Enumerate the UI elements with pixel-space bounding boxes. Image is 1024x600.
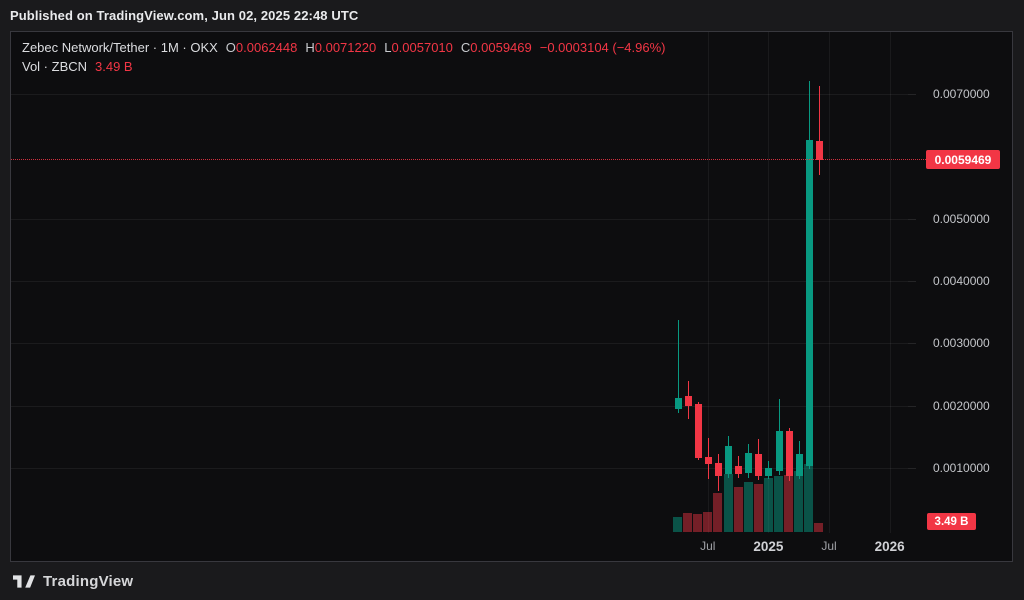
volume-label: Vol · ZBCN	[22, 59, 88, 74]
grid-line-h	[11, 94, 908, 95]
grid-line-v	[708, 32, 709, 533]
price-tick-label: 0.0020000	[933, 398, 990, 413]
volume-bar	[673, 517, 682, 532]
volume-bar	[753, 484, 763, 532]
change-value: −0.0003104 (−4.96%)	[539, 40, 666, 55]
footer-bar: TradingView	[0, 562, 1024, 600]
volume-bar	[814, 522, 824, 532]
candle-body	[775, 431, 783, 471]
price-axis-tick	[908, 280, 916, 282]
candle-body	[795, 454, 803, 476]
price-axis-tick	[908, 218, 916, 220]
volume-bar	[723, 473, 733, 532]
candle-body	[704, 457, 712, 465]
candle-body	[714, 462, 722, 476]
volume-bar	[804, 463, 814, 532]
price-pane[interactable]	[11, 32, 1012, 561]
price-axis-tick	[908, 405, 916, 407]
candle-body	[694, 404, 702, 458]
ohlc-letter: L	[384, 40, 392, 55]
volume-bar	[774, 476, 783, 532]
candle-body	[724, 445, 732, 475]
last-volume-badge: 3.49 B	[927, 513, 976, 530]
grid-line-h	[11, 218, 908, 220]
candle-body	[754, 454, 762, 476]
price-axis-tick	[908, 467, 916, 469]
tradingview-logo-icon	[13, 574, 35, 588]
chart-panel: Zebec Network/Tether · 1M · OKX O0.00624…	[10, 31, 1013, 562]
last-price-badge: 0.0059469	[926, 150, 1000, 169]
ohlc-values: O0.0062448 H0.0071220 L0.0057010 C0.0059469	[218, 38, 532, 57]
price-tick-label: 0.0030000	[933, 336, 990, 351]
volume-value: 3.49 B	[95, 59, 133, 74]
price-tick-label: 0.0070000	[933, 87, 990, 101]
volume-bar	[703, 511, 713, 532]
candle-body	[815, 141, 823, 160]
volume-bar	[733, 487, 743, 532]
volume-bar	[683, 512, 693, 532]
price-tick-label: 0.0010000	[933, 460, 990, 475]
symbol-title: Zebec Network/Tether · 1M · OKX	[22, 40, 218, 55]
time-tick-label: 2025	[753, 539, 784, 554]
grid-line-h	[11, 280, 908, 282]
ohlc-value: 0.0062448	[235, 40, 298, 55]
candle-body	[744, 452, 752, 473]
candle-body	[674, 398, 682, 410]
time-tick-label: Jul	[700, 539, 716, 553]
candle-body	[684, 396, 692, 407]
candle-body	[785, 431, 793, 476]
legend-volume-row: Vol · ZBCN 3.49 B	[22, 57, 666, 76]
candle-body	[734, 465, 742, 475]
ohlc-letter: O	[225, 40, 236, 55]
candle-body	[764, 467, 772, 476]
grid-line-h	[11, 343, 908, 345]
ohlc-letter: H	[305, 40, 315, 55]
time-tick-label: Jul	[821, 539, 837, 553]
price-axis-tick	[908, 343, 916, 345]
grid-line-h	[11, 467, 908, 469]
time-tick-label: 2026	[874, 539, 905, 554]
tradingview-brand-link[interactable]: TradingView	[13, 573, 133, 590]
ohlc-value: 0.0057010	[391, 40, 453, 55]
price-tick-label: 0.0040000	[933, 273, 990, 288]
price-tick-label: 0.0050000	[933, 211, 990, 226]
volume-bar	[784, 474, 794, 532]
ohlc-value: 0.0071220	[314, 40, 377, 55]
grid-line-v	[829, 32, 830, 533]
published-line: Published on TradingView.com, Jun 02, 20…	[10, 8, 359, 23]
grid-line-v	[768, 32, 769, 533]
candle-body	[805, 140, 813, 466]
grid-line-h	[11, 405, 908, 407]
chart-legend: Zebec Network/Tether · 1M · OKX O0.00624…	[22, 38, 666, 76]
brand-text: TradingView	[43, 572, 134, 590]
volume-bar	[794, 471, 804, 532]
ohlc-value: 0.0059469	[470, 40, 532, 55]
last-price-line	[11, 159, 926, 161]
candle-wick	[678, 320, 679, 413]
grid-line-v	[890, 32, 891, 533]
candle-wick	[819, 86, 820, 175]
volume-bar	[693, 513, 703, 532]
price-axis-tick	[908, 94, 916, 95]
volume-bar	[713, 493, 723, 532]
ohlc-letter: C	[460, 40, 471, 55]
volume-bar	[763, 478, 773, 532]
legend-symbol-row: Zebec Network/Tether · 1M · OKX O0.00624…	[22, 38, 666, 57]
volume-bar	[743, 481, 753, 532]
